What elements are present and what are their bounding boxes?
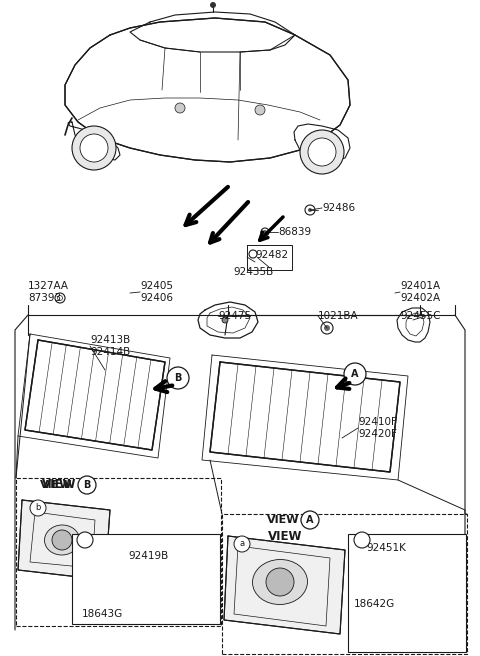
Text: 92482: 92482 <box>255 250 288 260</box>
Circle shape <box>427 585 437 595</box>
Text: 18643G: 18643G <box>82 609 123 619</box>
Text: 92405: 92405 <box>140 281 173 291</box>
Circle shape <box>324 325 330 331</box>
Circle shape <box>255 105 265 115</box>
Text: A: A <box>351 369 359 379</box>
Bar <box>348 534 466 652</box>
Text: VIEW: VIEW <box>268 529 302 543</box>
Text: 92475: 92475 <box>218 311 251 321</box>
Circle shape <box>78 476 96 494</box>
Circle shape <box>365 587 375 597</box>
Circle shape <box>344 363 366 385</box>
Text: 92451K: 92451K <box>366 543 406 553</box>
Text: 92486: 92486 <box>322 203 355 213</box>
Circle shape <box>193 593 207 607</box>
Circle shape <box>266 568 294 596</box>
Text: 92410F: 92410F <box>358 417 397 427</box>
Text: A: A <box>306 515 314 525</box>
Circle shape <box>77 532 93 548</box>
Polygon shape <box>25 340 165 450</box>
Circle shape <box>141 593 155 607</box>
Ellipse shape <box>45 525 80 555</box>
Bar <box>72 534 220 624</box>
Polygon shape <box>210 362 400 472</box>
Polygon shape <box>18 500 110 580</box>
Text: 92402A: 92402A <box>400 293 440 303</box>
Text: B: B <box>174 373 182 383</box>
Circle shape <box>175 103 185 113</box>
Text: a: a <box>240 539 245 548</box>
Circle shape <box>80 134 108 162</box>
Text: VIEW: VIEW <box>40 480 72 490</box>
Text: 92401A: 92401A <box>400 281 440 291</box>
Circle shape <box>300 130 344 174</box>
Circle shape <box>308 208 312 212</box>
Circle shape <box>72 126 116 170</box>
Text: 92420F: 92420F <box>358 429 397 439</box>
Polygon shape <box>65 18 350 162</box>
Text: 1327AA: 1327AA <box>28 281 69 291</box>
Circle shape <box>308 138 336 166</box>
Text: 92455C: 92455C <box>400 311 441 321</box>
Text: 92413B: 92413B <box>90 335 130 345</box>
Circle shape <box>222 317 228 323</box>
Text: b: b <box>36 504 41 512</box>
Circle shape <box>234 536 250 552</box>
Circle shape <box>168 575 182 589</box>
Bar <box>16 478 221 626</box>
Circle shape <box>420 578 444 602</box>
Text: B: B <box>84 480 91 490</box>
Text: 1021BA: 1021BA <box>318 311 359 321</box>
Polygon shape <box>224 536 345 634</box>
Bar <box>222 514 467 654</box>
Text: 18642G: 18642G <box>354 599 395 609</box>
Circle shape <box>167 367 189 389</box>
Circle shape <box>30 500 46 516</box>
Text: VIEW: VIEW <box>267 515 300 525</box>
Ellipse shape <box>252 560 308 605</box>
Circle shape <box>263 230 267 234</box>
Circle shape <box>210 2 216 8</box>
Text: 87393: 87393 <box>28 293 61 303</box>
Text: 92406: 92406 <box>140 293 173 303</box>
Text: 92419B: 92419B <box>128 551 168 561</box>
Text: b: b <box>82 535 88 544</box>
Text: a: a <box>360 535 365 544</box>
Text: 92435B: 92435B <box>233 267 273 277</box>
Text: 92414B: 92414B <box>90 347 130 357</box>
Circle shape <box>52 530 72 550</box>
Text: VIEW: VIEW <box>42 478 76 491</box>
Circle shape <box>354 532 370 548</box>
Circle shape <box>301 511 319 529</box>
Text: 86839: 86839 <box>278 227 311 237</box>
